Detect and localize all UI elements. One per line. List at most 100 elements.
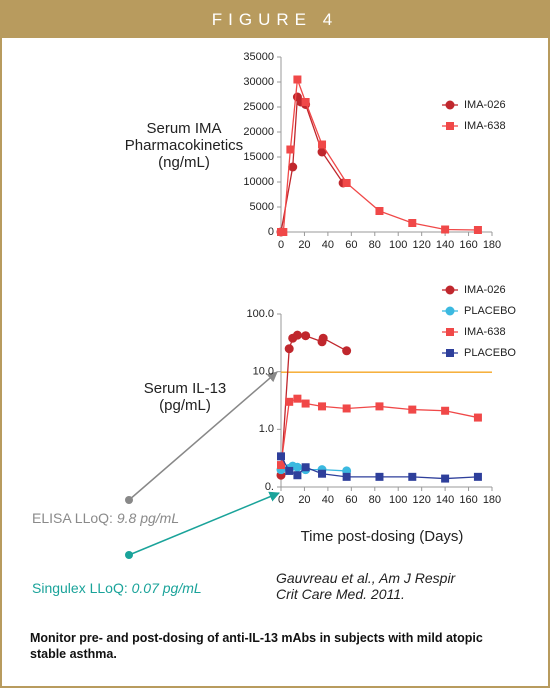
marker xyxy=(408,405,417,414)
x-tick-label: 100 xyxy=(389,494,407,506)
marker xyxy=(293,75,302,84)
annotation: ELISA LLoQ: 9.8 pg/mL xyxy=(32,510,179,526)
x-tick-label: 180 xyxy=(483,494,501,506)
marker xyxy=(441,225,450,234)
y-axis-label: Serum IL-13 (pg/mL) xyxy=(143,380,227,414)
marker xyxy=(288,162,298,172)
y-tick-label: 30000 xyxy=(243,76,274,88)
marker xyxy=(318,402,327,411)
marker xyxy=(446,328,454,336)
x-tick-label: 80 xyxy=(369,239,381,251)
x-tick-label: 180 xyxy=(483,239,501,251)
marker xyxy=(445,285,455,295)
marker xyxy=(301,331,311,341)
marker xyxy=(375,207,384,215)
marker xyxy=(342,346,352,356)
x-tick-label: 140 xyxy=(436,239,454,251)
x-tick-label: 0 xyxy=(278,239,284,251)
caption: Monitor pre- and post-dosing of anti-IL-… xyxy=(30,631,483,661)
y-tick-label: 15000 xyxy=(243,151,274,163)
x-tick-label: 60 xyxy=(345,239,357,251)
x-tick-label: 40 xyxy=(322,239,334,251)
y-tick-label: 5000 xyxy=(250,201,274,213)
marker xyxy=(318,333,328,343)
annotation-arrow xyxy=(128,371,278,501)
annotation-value: 0.07 pg/mL xyxy=(131,580,202,596)
marker xyxy=(293,394,302,403)
y-tick-label: 0 xyxy=(268,226,274,238)
y-tick-label: 35000 xyxy=(243,51,274,63)
marker xyxy=(277,461,285,470)
marker xyxy=(301,98,310,106)
marker xyxy=(293,471,302,480)
marker xyxy=(445,306,455,316)
y-tick-label: 20000 xyxy=(243,126,274,138)
marker xyxy=(375,402,384,411)
figure-title: FIGURE 4 xyxy=(2,2,548,38)
marker xyxy=(342,472,351,481)
marker xyxy=(318,140,327,149)
legend-label: PLACEBO xyxy=(464,305,516,317)
annotation: Singulex LLoQ: 0.07 pg/mL xyxy=(32,580,202,596)
x-tick-label: 0 xyxy=(278,494,284,506)
marker xyxy=(286,145,295,154)
legend-label: IMA-638 xyxy=(464,326,506,338)
x-tick-label: 120 xyxy=(412,239,430,251)
x-tick-label: 140 xyxy=(436,494,454,506)
x-tick-label: 20 xyxy=(298,494,310,506)
marker xyxy=(317,147,327,157)
marker xyxy=(473,226,482,234)
y-tick-label: 10.0 xyxy=(253,366,274,378)
citation: Gauvreau et al., Am J Respir Crit Care M… xyxy=(276,570,456,602)
annotation-arrow xyxy=(128,491,280,556)
marker xyxy=(342,404,351,413)
annotation-value: 9.8 pg/mL xyxy=(116,510,180,526)
marker xyxy=(375,472,384,481)
marker xyxy=(277,452,285,461)
marker xyxy=(285,466,294,475)
annotation-label: Singulex LLoQ: xyxy=(32,580,128,596)
marker xyxy=(408,472,417,481)
x-tick-label: 120 xyxy=(412,494,430,506)
marker xyxy=(318,469,327,478)
x-tick-label: 160 xyxy=(459,239,477,251)
x-axis-label: Time post-dosing (Days) xyxy=(300,528,464,545)
legend-label: IMA-026 xyxy=(464,284,506,296)
x-tick-label: 20 xyxy=(298,239,310,251)
annotation-label: ELISA LLoQ: xyxy=(32,510,113,526)
x-tick-label: 100 xyxy=(389,239,407,251)
y-tick-label: 1.0 xyxy=(259,423,274,435)
y-axis-label: Serum IMA Pharmacokinetics (ng/mL) xyxy=(124,120,244,171)
marker xyxy=(446,122,454,130)
x-tick-label: 160 xyxy=(459,494,477,506)
marker xyxy=(301,463,310,472)
legend-label: IMA-026 xyxy=(464,99,506,111)
marker xyxy=(445,100,455,110)
marker xyxy=(408,219,417,227)
x-tick-label: 40 xyxy=(322,494,334,506)
marker xyxy=(284,344,294,354)
y-tick-label: 100.0 xyxy=(246,308,274,320)
legend-label: PLACEBO xyxy=(464,347,516,359)
marker xyxy=(342,179,351,187)
x-tick-label: 60 xyxy=(345,494,357,506)
marker xyxy=(473,472,482,481)
x-tick-label: 80 xyxy=(369,494,381,506)
y-tick-label: 10000 xyxy=(243,176,274,188)
marker xyxy=(279,228,288,236)
series-line xyxy=(280,456,478,480)
marker xyxy=(441,474,450,483)
marker xyxy=(441,406,450,415)
marker xyxy=(292,462,302,472)
legend-label: IMA-638 xyxy=(464,120,506,132)
marker xyxy=(301,399,310,408)
y-tick-label: 25000 xyxy=(243,101,274,113)
marker xyxy=(292,330,302,340)
series-line xyxy=(280,397,479,466)
marker xyxy=(473,413,482,422)
marker xyxy=(285,397,294,406)
marker xyxy=(446,349,454,357)
y-tick-label: 0. xyxy=(265,481,274,493)
